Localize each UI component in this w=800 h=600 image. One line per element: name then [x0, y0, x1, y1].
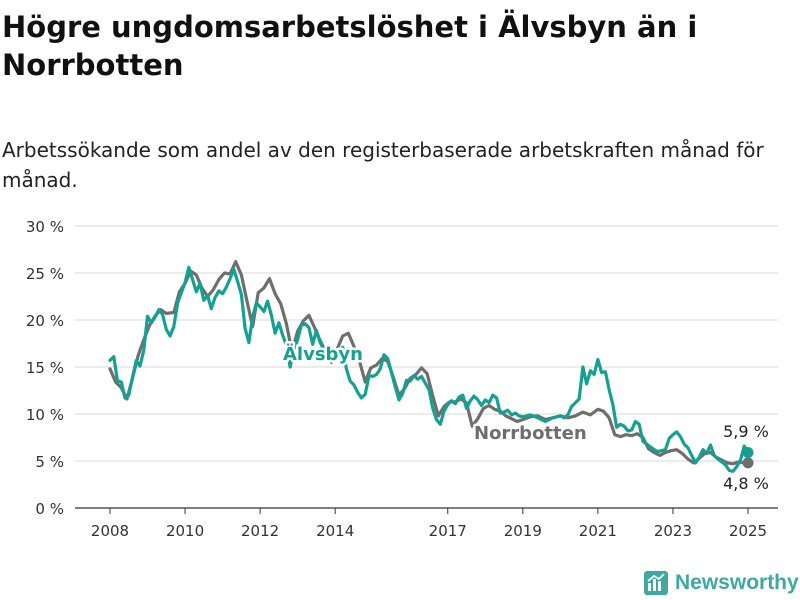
x-tick-label: 2008 — [91, 522, 129, 540]
newsworthy-logo[interactable]: Newsworthy — [644, 568, 799, 598]
y-tick-label: 20 % — [26, 312, 64, 330]
y-tick-label: 25 % — [26, 265, 64, 283]
series-labels: Älvsbyn Norrbotten 5,9 % 4,8 % — [281, 341, 769, 494]
brand-name: Newsworthy — [675, 571, 799, 594]
chart-title: Högre ungdomsarbetslöshet i Älvsbyn än i… — [2, 10, 698, 82]
norrbotten-series-line — [108, 260, 750, 466]
y-tick-label: 15 % — [26, 359, 64, 377]
norrbotten-series-label: Norrbotten — [474, 423, 587, 444]
alvsbyn-series-label: Älvsbyn — [283, 343, 363, 365]
alvsbyn-end-value-label: 5,9 % — [723, 422, 769, 441]
chart-subtitle: Arbetssökande som andel av den registerb… — [2, 138, 764, 192]
bar-chart-logo-icon — [644, 571, 668, 595]
y-tick-label: 5 % — [35, 453, 64, 471]
x-tick-label: 2012 — [241, 522, 279, 540]
y-axis: 0 % 5 % 10 % 15 % 20 % 25 % 30 % — [26, 218, 64, 518]
x-tick-label: 2014 — [316, 522, 354, 540]
x-tick-label: 2021 — [579, 522, 617, 540]
norrbotten-end-value-label: 4,8 % — [723, 474, 769, 493]
alvsbyn-series-line — [108, 265, 750, 473]
x-axis: 2008 2010 2012 2014 2017 2019 2021 2023 2025 — [91, 508, 767, 540]
grid-lines — [75, 225, 778, 509]
series-lines — [108, 260, 754, 473]
x-tick-label: 2025 — [729, 522, 767, 540]
x-tick-label: 2017 — [429, 522, 467, 540]
x-tick-label: 2019 — [504, 522, 542, 540]
y-tick-label: 0 % — [35, 500, 64, 518]
x-tick-label: 2023 — [654, 522, 692, 540]
alvsbyn-end-point — [742, 447, 754, 459]
x-tick-label: 2010 — [166, 522, 204, 540]
norrbotten-end-point — [742, 457, 754, 469]
y-tick-label: 30 % — [26, 218, 64, 236]
y-tick-label: 10 % — [26, 406, 64, 424]
